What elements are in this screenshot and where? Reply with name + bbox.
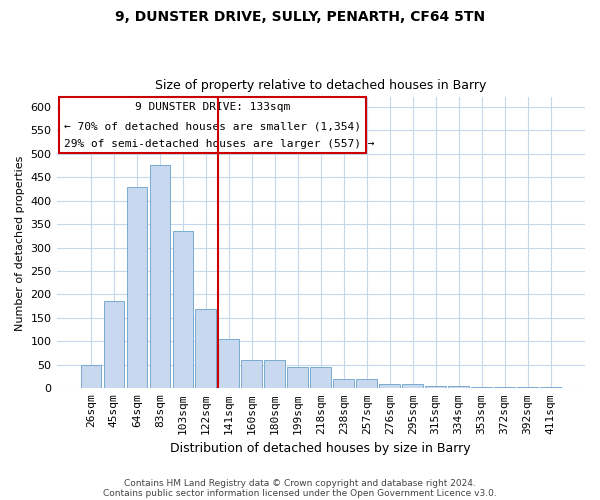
Bar (403, 384, 423, 388)
Title: Size of property relative to detached houses in Barry: Size of property relative to detached ho… (155, 79, 487, 92)
X-axis label: Distribution of detached houses by size in Barry: Distribution of detached houses by size … (170, 442, 471, 455)
Bar (379, 384, 400, 388)
Bar (173, 231, 193, 388)
Bar (310, 367, 331, 388)
Bar (241, 360, 262, 388)
Text: Contains HM Land Registry data © Crown copyright and database right 2024.: Contains HM Land Registry data © Crown c… (124, 478, 476, 488)
Bar (80, 365, 101, 388)
Y-axis label: Number of detached properties: Number of detached properties (15, 155, 25, 330)
Bar (287, 367, 308, 388)
Bar (425, 386, 446, 388)
FancyBboxPatch shape (59, 98, 365, 152)
Text: 9, DUNSTER DRIVE, SULLY, PENARTH, CF64 5TN: 9, DUNSTER DRIVE, SULLY, PENARTH, CF64 5… (115, 10, 485, 24)
Bar (149, 166, 170, 388)
Text: 9 DUNSTER DRIVE: 133sqm: 9 DUNSTER DRIVE: 133sqm (135, 102, 290, 113)
Bar (218, 339, 239, 388)
Bar (448, 386, 469, 388)
Text: 29% of semi-detached houses are larger (557) →: 29% of semi-detached houses are larger (… (64, 140, 375, 149)
Bar (127, 186, 147, 388)
Bar (104, 302, 124, 388)
Bar (196, 308, 216, 388)
Text: Contains public sector information licensed under the Open Government Licence v3: Contains public sector information licen… (103, 488, 497, 498)
Bar (356, 379, 377, 388)
Text: ← 70% of detached houses are smaller (1,354): ← 70% of detached houses are smaller (1,… (64, 121, 361, 131)
Bar (265, 360, 285, 388)
Bar (334, 379, 354, 388)
